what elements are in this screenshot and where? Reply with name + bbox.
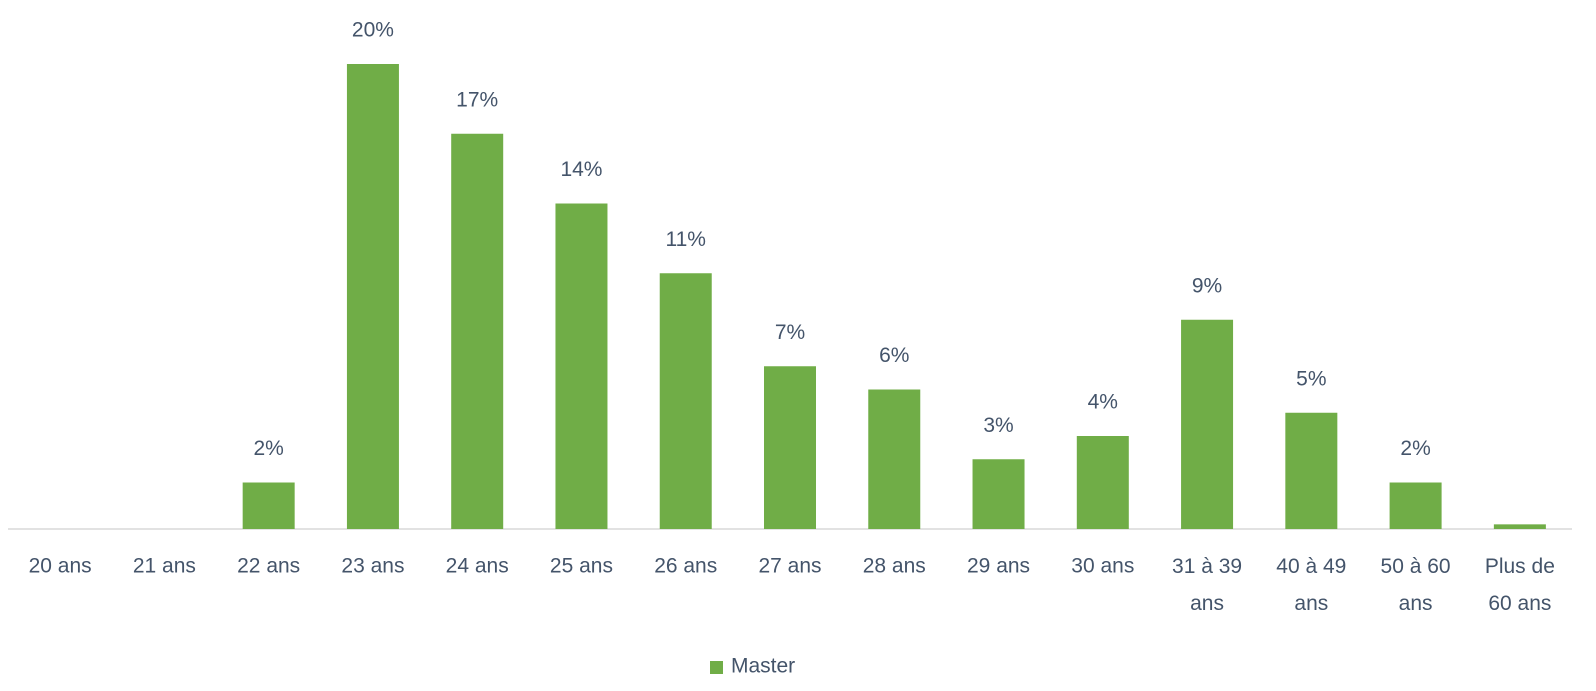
bar xyxy=(1493,524,1546,529)
x-tick-label: 40 à 49 ans xyxy=(1276,555,1346,615)
bar xyxy=(346,64,399,529)
data-label: 3% xyxy=(983,414,1013,437)
data-label: 5% xyxy=(1296,367,1326,390)
x-tick-label: 22 ans xyxy=(237,555,300,578)
x-tick-label: 50 à 60 ans xyxy=(1381,555,1451,615)
data-label: 20% xyxy=(352,19,394,42)
bar xyxy=(868,389,921,529)
data-label: 4% xyxy=(1088,391,1118,414)
legend-swatch xyxy=(710,661,723,674)
x-tick-label: 31 à 39 ans xyxy=(1172,555,1242,615)
bar xyxy=(555,203,608,529)
data-label: 17% xyxy=(456,88,498,111)
x-tick-label: 29 ans xyxy=(967,555,1030,578)
bar xyxy=(1389,482,1442,529)
bar xyxy=(659,273,712,529)
x-tick-label: 27 ans xyxy=(758,555,821,578)
data-label: 9% xyxy=(1192,274,1222,297)
data-label: 2% xyxy=(1400,437,1430,460)
x-tick-label-line: 50 à 60 xyxy=(1381,555,1451,578)
bar xyxy=(972,459,1025,529)
data-label: 2% xyxy=(253,437,283,460)
x-tick-label-line: Plus de xyxy=(1485,555,1555,578)
x-tick-label: 25 ans xyxy=(550,555,613,578)
x-tick-label-line: 60 ans xyxy=(1488,592,1551,615)
x-tick-label-line: 40 à 49 xyxy=(1276,555,1346,578)
bar xyxy=(451,133,504,529)
legend-label: Master xyxy=(731,655,795,678)
x-tick-label: 28 ans xyxy=(863,555,926,578)
data-label: 11% xyxy=(665,228,705,251)
bar xyxy=(1076,436,1129,529)
x-tick-label: Plus de 60 ans xyxy=(1485,555,1555,615)
data-label: 14% xyxy=(560,158,602,181)
x-tick-label: 23 ans xyxy=(341,555,404,578)
x-tick-label: 24 ans xyxy=(446,555,509,578)
x-tick-label: 26 ans xyxy=(654,555,717,578)
x-tick-label-line: 31 à 39 xyxy=(1172,555,1242,578)
bar xyxy=(1285,412,1338,529)
bar xyxy=(764,366,816,529)
bar xyxy=(242,482,295,529)
data-label: 6% xyxy=(879,344,909,367)
data-label: 7% xyxy=(775,321,805,344)
bar xyxy=(1181,319,1234,529)
x-tick-label-line: ans xyxy=(1190,592,1224,615)
x-tick-label: 30 ans xyxy=(1071,555,1134,578)
x-tick-label-line: ans xyxy=(1294,592,1328,615)
x-tick-label: 20 ans xyxy=(29,555,92,578)
x-tick-label-line: ans xyxy=(1399,592,1433,615)
x-tick-label: 21 ans xyxy=(133,555,196,578)
